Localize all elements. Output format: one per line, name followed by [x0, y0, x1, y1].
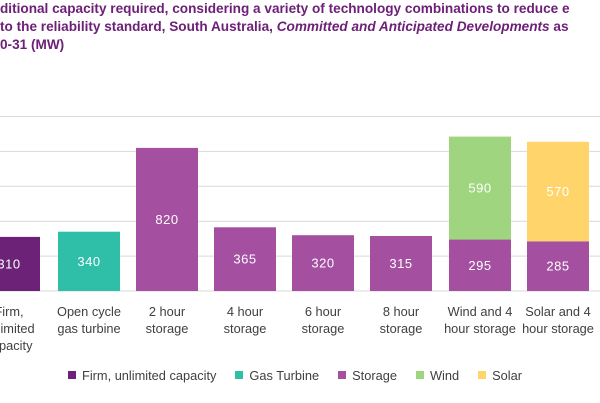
- category-label-1-line-1: gas turbine: [57, 321, 120, 336]
- data-label-solar-7: 570: [546, 184, 569, 199]
- category-label-5-line-1: storage: [380, 321, 423, 336]
- bar-storage-7: [527, 241, 589, 291]
- title-line-1: ditional capacity required, considering …: [0, 1, 570, 16]
- title-line-2b: Committed and Anticipated Developments: [276, 19, 550, 34]
- data-label-wind-6: 590: [468, 181, 491, 196]
- title-line-2a: to the reliability standard, South Austr…: [0, 19, 277, 34]
- category-label-7-line-0: Solar and 4: [525, 304, 590, 319]
- bar-gas_turbine-1: [58, 231, 120, 291]
- category-label-3-line-1: storage: [224, 321, 267, 336]
- bar-firm-0: [0, 236, 40, 291]
- legend-label-firm: Firm, unlimited capacity: [82, 367, 217, 383]
- chart-title: ditional capacity required, considering …: [0, 0, 600, 54]
- legend-item-gas_turbine: Gas Turbine: [235, 368, 319, 383]
- legend-item-firm: Firm, unlimited capacity: [68, 368, 216, 383]
- bar-wind-6: [449, 136, 511, 240]
- legend-item-storage: Storage: [338, 368, 397, 383]
- category-label-6-line-0: Wind and 4: [448, 304, 513, 319]
- category-label-5-line-0: 8 hour: [383, 304, 420, 319]
- bar-storage-5: [370, 236, 432, 291]
- bar-storage-3: [214, 227, 276, 291]
- title-line-2: to the reliability standard, South Austr…: [0, 18, 600, 36]
- category-label-4-line-1: storage: [302, 321, 345, 336]
- bar-solar-7: [527, 141, 589, 242]
- category-label-4-line-0: 6 hour: [305, 304, 342, 319]
- data-label-gas_turbine-1: 340: [77, 254, 100, 269]
- category-label-1-line-0: Open cycle: [57, 304, 121, 319]
- data-label-storage-6: 295: [468, 258, 491, 273]
- category-label-7-line-1: hour storage: [522, 321, 594, 336]
- data-label-firm-0: 310: [0, 257, 21, 272]
- bar-storage-2: [136, 147, 198, 291]
- bar-storage-6: [449, 239, 511, 291]
- bar-storage-4: [292, 235, 354, 291]
- data-label-storage-7: 285: [546, 259, 569, 274]
- legend-swatch-solar: [478, 371, 487, 379]
- data-label-storage-3: 365: [233, 252, 256, 267]
- data-label-storage-2: 820: [155, 212, 178, 227]
- legend-label-wind: Wind: [429, 367, 460, 383]
- bars: 310 340 820 365 320 315 295 590 285 570: [0, 136, 589, 291]
- category-labels: Firm, unlimited capacity Open cycle gas turb…: [0, 304, 594, 353]
- legend-item-wind: Wind: [415, 367, 460, 383]
- category-label-3-line-0: 4 hour: [227, 304, 264, 319]
- legend-label-solar: Solar: [492, 367, 522, 383]
- category-label-2-line-0: 2 hour: [149, 304, 186, 319]
- legend-label-gas_turbine: Gas Turbine: [249, 367, 320, 383]
- category-label-0-line-2: capacity: [0, 338, 33, 353]
- category-label-6-line-1: hour storage: [444, 321, 516, 336]
- legend-swatch-wind: [415, 371, 424, 379]
- title-line-2c: as: [549, 19, 569, 34]
- legend-label-storage: Storage: [352, 367, 397, 383]
- legend-item-solar: Solar: [478, 368, 522, 383]
- legend-swatch-firm: [68, 371, 76, 379]
- chart-legend: Firm, unlimited capacity Gas Turbine Stora…: [68, 366, 541, 384]
- data-label-storage-4: 320: [311, 256, 334, 271]
- category-label-0-line-0: Firm,: [0, 304, 24, 319]
- legend-swatch-gas_turbine: [235, 371, 244, 379]
- legend-swatch-storage: [338, 371, 347, 379]
- data-label-storage-5: 315: [389, 256, 412, 271]
- category-label-2-line-1: storage: [146, 321, 189, 336]
- category-label-0-line-1: unlimited: [0, 321, 35, 336]
- title-line-3: 0-31 (MW): [0, 37, 65, 52]
